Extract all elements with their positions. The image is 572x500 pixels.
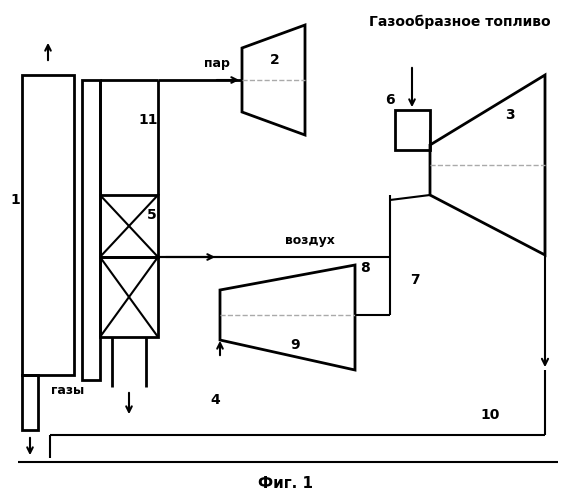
- Bar: [395, 110, 430, 150]
- Text: 7: 7: [410, 273, 420, 287]
- Text: пар: пар: [204, 57, 230, 70]
- Text: 1: 1: [10, 193, 20, 207]
- Text: 10: 10: [480, 408, 500, 422]
- Bar: [100, 195, 158, 257]
- Text: 11: 11: [138, 113, 158, 127]
- Text: Газообразное топливо: Газообразное топливо: [369, 15, 551, 29]
- Text: 4: 4: [210, 393, 220, 407]
- Text: 3: 3: [505, 108, 515, 122]
- Text: Фиг. 1: Фиг. 1: [259, 476, 313, 492]
- Bar: [82, 80, 100, 380]
- Text: 9: 9: [290, 338, 300, 352]
- Text: 6: 6: [385, 93, 395, 107]
- Text: 2: 2: [270, 53, 280, 67]
- Bar: [22, 75, 74, 375]
- Bar: [100, 257, 158, 337]
- Text: 5: 5: [147, 208, 157, 222]
- Text: газы: газы: [51, 384, 85, 396]
- Bar: [22, 375, 38, 430]
- Text: воздух: воздух: [285, 234, 335, 247]
- Text: 8: 8: [360, 261, 370, 275]
